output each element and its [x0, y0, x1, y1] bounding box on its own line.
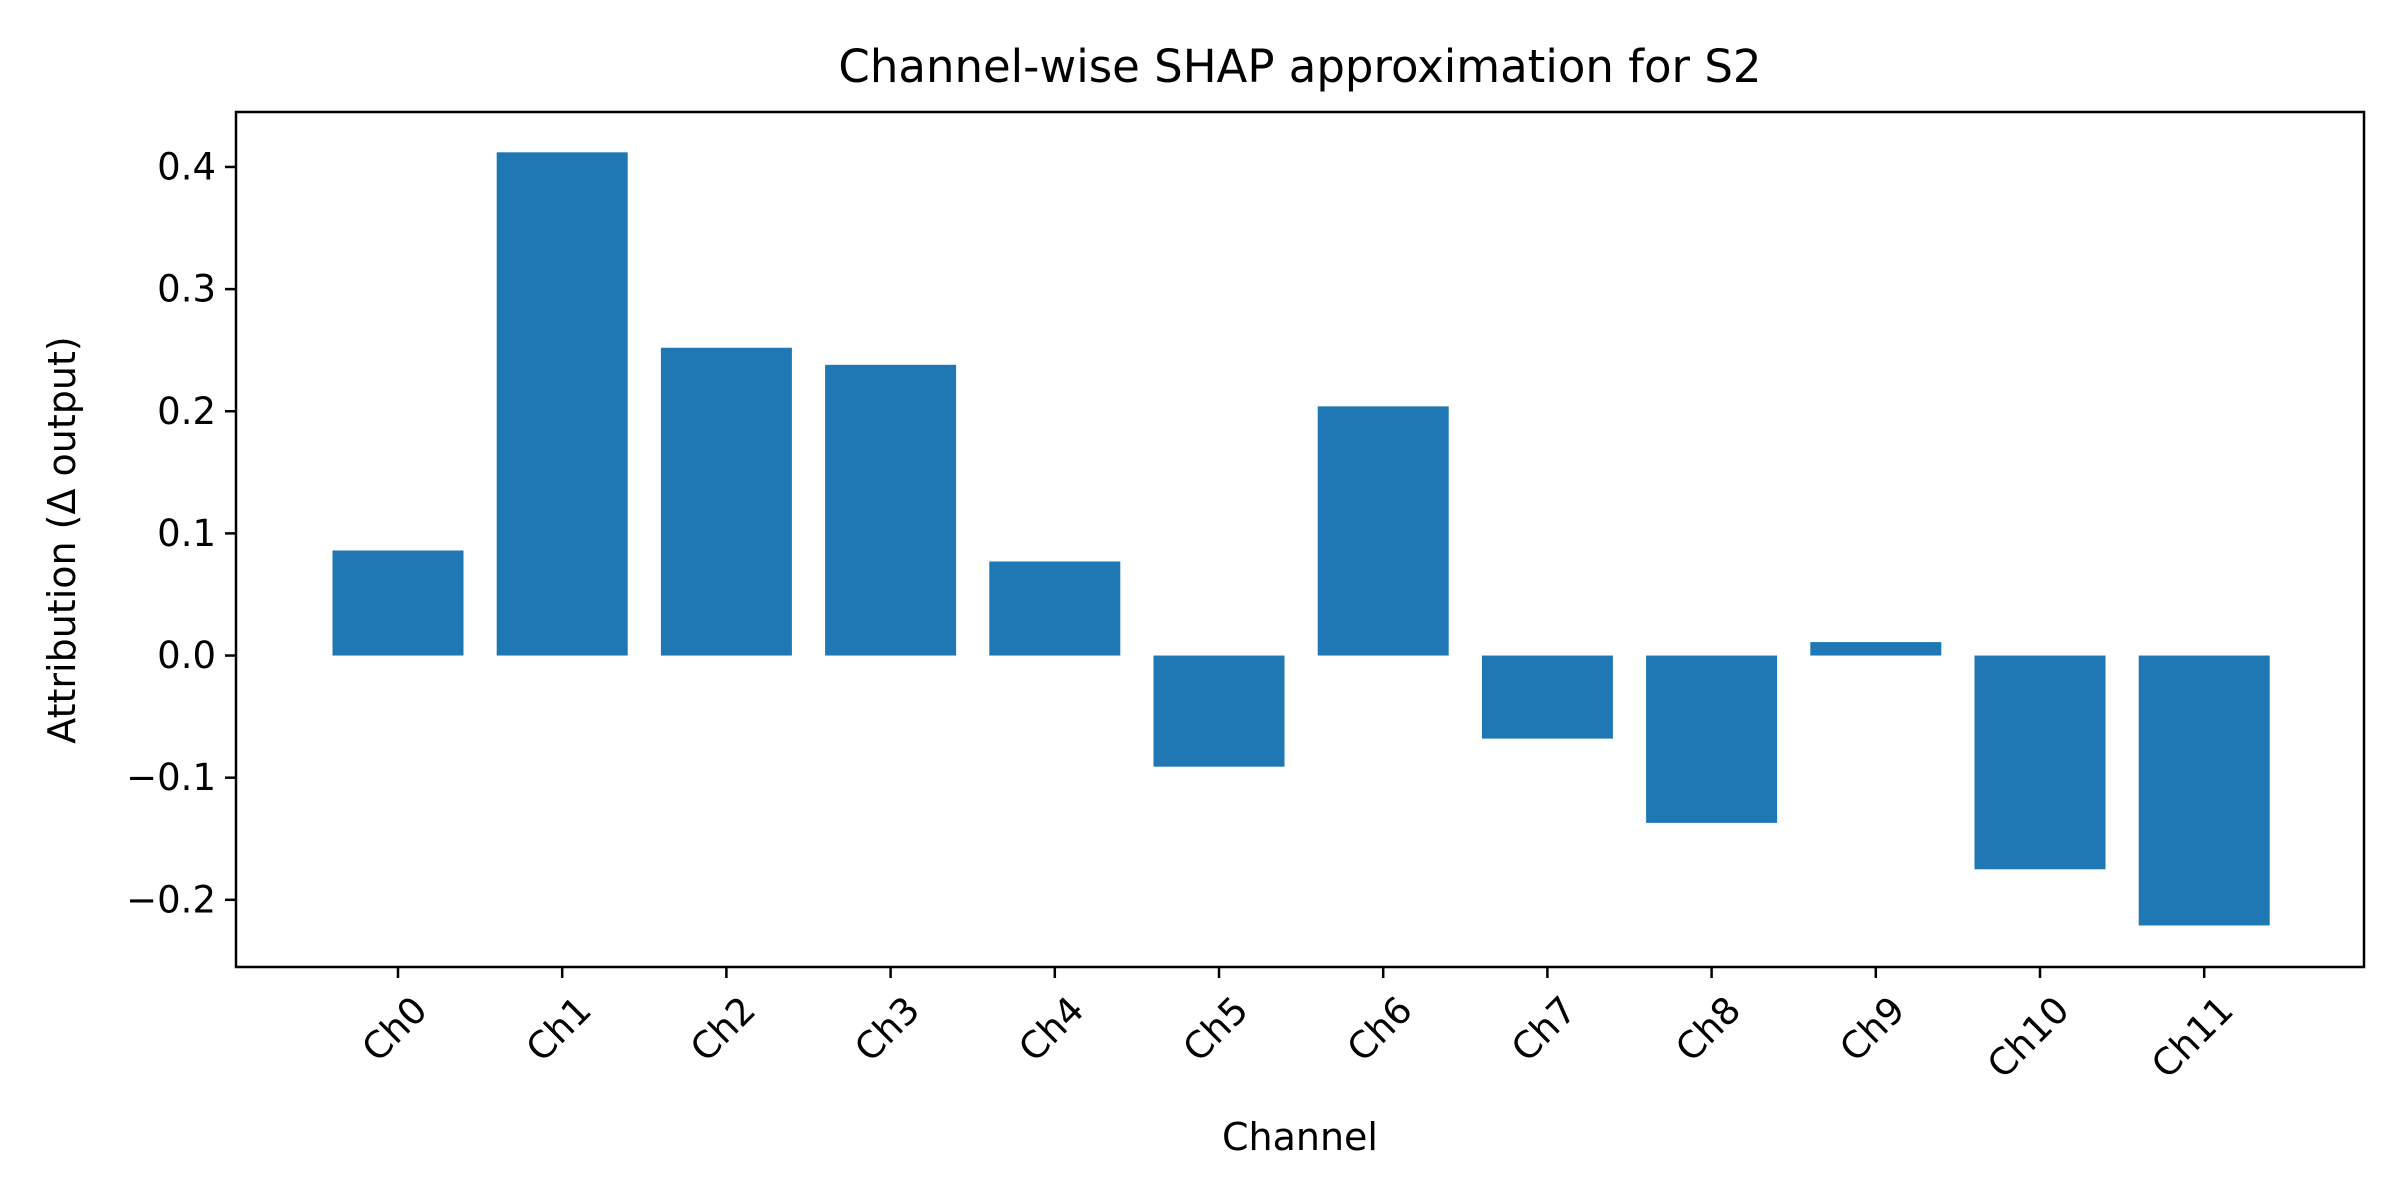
chart-title: Channel-wise SHAP approximation for S2 — [838, 40, 1761, 93]
y-tick-label: 0.0 — [157, 634, 216, 677]
bars-group — [332, 152, 2270, 926]
bar-ch4 — [989, 561, 1121, 656]
y-tick-label: −0.1 — [126, 756, 216, 799]
y-tick-label: 0.2 — [157, 390, 216, 433]
bar-ch10 — [1974, 655, 2106, 870]
y-axis-ticks: −0.2 −0.1 0.0 0.1 0.2 0.3 0.4 — [126, 145, 236, 921]
bar-ch1 — [496, 152, 628, 656]
x-axis-label: Channel — [1222, 1115, 1378, 1159]
bar-ch11 — [2138, 655, 2270, 926]
bar-ch6 — [1317, 406, 1449, 656]
bar-ch7 — [1481, 655, 1613, 739]
bar-ch0 — [332, 550, 464, 656]
y-tick-label: 0.3 — [157, 268, 216, 311]
y-tick-label: 0.1 — [157, 512, 216, 555]
bar-ch8 — [1646, 655, 1778, 823]
plot-frame — [234, 110, 2366, 969]
y-tick-label: −0.2 — [126, 878, 216, 921]
y-tick-label: 0.4 — [157, 145, 216, 188]
bar-ch9 — [1810, 642, 1942, 656]
y-axis-label: Attribution (Δ output) — [40, 336, 84, 743]
bar-ch3 — [825, 364, 957, 656]
bar-ch5 — [1153, 655, 1285, 767]
bar-ch2 — [660, 347, 792, 656]
